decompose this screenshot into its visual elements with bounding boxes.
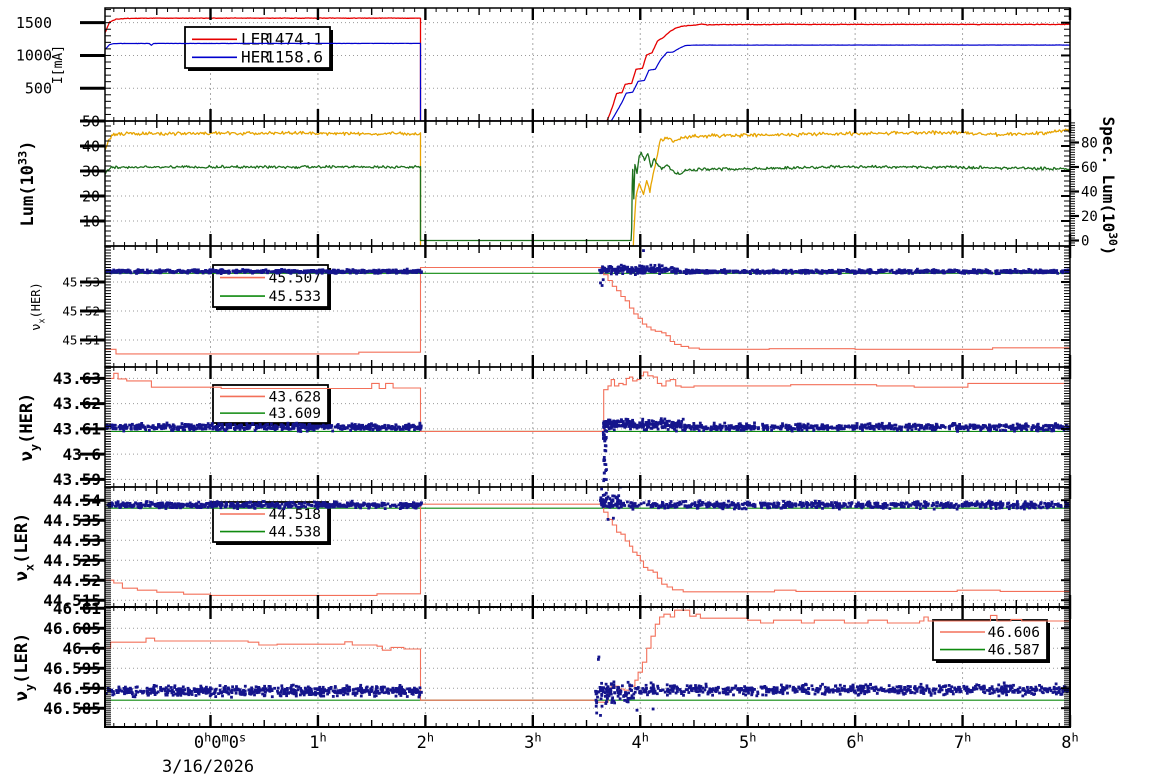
series-nu-y knob — [105, 371, 1070, 432]
ytick-label: 46.605 — [43, 619, 101, 638]
legend-series-label: HER — [241, 47, 270, 66]
ytick-label: 43.6 — [62, 445, 101, 464]
ytick-label: 50 — [82, 112, 100, 130]
right-ytick-label: 60 — [1081, 160, 1098, 176]
panel-luminosity: 50 40 30 20 10 Lum(1033) 80 60 40 20 0 Spec. Lum(10… — [16, 112, 1120, 255]
panel-frame — [104, 120, 1071, 247]
series-specific luminosity — [105, 151, 1070, 242]
ytick-label: 46.585 — [43, 699, 101, 718]
ytick-label: 44.54 — [53, 491, 101, 510]
panel-nu-x-LER: 44.518 44.538 44.5444.53544.5344.52544.524… — [12, 486, 1072, 610]
legend-value: 44.538 — [269, 525, 321, 541]
ytick-label: 43.59 — [53, 470, 101, 489]
date-label: 3/16/2026 — [162, 757, 254, 777]
ytick-label: 46.6 — [62, 639, 101, 658]
panel-nu-y-LER: 46.60646.58746.6146.60546.646.59546.5946… — [12, 599, 1072, 728]
ytick-label: 46.595 — [43, 659, 101, 678]
series-nu-x knob — [105, 266, 1070, 355]
ytick-label: 43.62 — [53, 394, 101, 413]
ytick-label: 1500 — [16, 14, 52, 32]
xtick-label: 0h0m0s — [194, 731, 246, 754]
axis-title-nu-x-LER: νx(LER) — [12, 513, 37, 582]
series-nu-y measured — [105, 417, 1070, 483]
xtick-label: 2h — [417, 731, 434, 754]
xtick-label: 3h — [524, 731, 541, 754]
ytick-label: 45.51 — [62, 332, 100, 347]
ytick-label: 45.53 — [62, 274, 100, 289]
ytick-label: 44.525 — [43, 551, 101, 570]
legend-nu-y-LER: 46.606 46.587 — [932, 619, 1050, 663]
legend-value: 1158.6 — [265, 47, 323, 66]
xtick-label: 1h — [309, 731, 326, 754]
legend-value: 43.609 — [269, 406, 321, 422]
series-nu-x knob — [105, 503, 1070, 596]
ytick-label: 20 — [82, 187, 100, 205]
xtick-label: 6h — [846, 731, 863, 754]
ytick-label: 10 — [82, 212, 100, 230]
legend-value: 44.518 — [269, 507, 321, 523]
axis-title-nu-y-LER: νy(LER) — [12, 633, 37, 702]
xtick-label: 8h — [1061, 731, 1078, 754]
axis-title-nu-y-HER: νy(HER) — [17, 393, 42, 462]
series-nu-x measured — [105, 249, 1070, 287]
ytick-label: 45.52 — [62, 303, 100, 318]
ytick-label: 1000 — [16, 47, 52, 65]
series-luminosity — [105, 128, 1070, 246]
axis-title-spec-lum: Spec. Lum(1030) — [1099, 117, 1119, 256]
panel-nu-x-HER: 45.507 45.533 45.53 45.52 45.51 νx(HER) — [29, 245, 1072, 368]
series-LER current — [105, 17, 1070, 121]
ytick-label: 40 — [82, 137, 100, 155]
ytick-label: 44.515 — [43, 591, 101, 610]
series-nu-y measured — [105, 655, 1070, 717]
ytick-label: 43.61 — [53, 419, 101, 438]
ytick-label: 43.63 — [53, 369, 101, 388]
axis-title-nu-x-HER: νx(HER) — [29, 282, 47, 330]
ytick-label: 46.61 — [53, 599, 101, 618]
xtick-label: 4h — [632, 731, 649, 754]
legend-value: 45.507 — [269, 271, 321, 287]
ytick-label: 30 — [82, 162, 100, 180]
ytick-label: 44.52 — [53, 571, 101, 590]
right-ytick-label: 40 — [1081, 184, 1098, 200]
series-nu-y knob — [105, 609, 1070, 703]
ytick-label: 44.535 — [43, 511, 101, 530]
ytick-label: 46.59 — [53, 679, 101, 698]
right-ytick-label: 0 — [1081, 233, 1089, 249]
panel-frame — [104, 606, 1071, 728]
legend-value: 43.628 — [269, 389, 321, 405]
series-HER current — [105, 42, 1070, 121]
legend-value: 1474.1 — [265, 29, 323, 48]
ytick-label: 500 — [25, 79, 52, 97]
axis-title-luminosity: Lum(1033) — [16, 141, 39, 227]
legend-value: 46.587 — [988, 643, 1040, 659]
legend-value: 45.533 — [269, 289, 321, 305]
xtick-label: 5h — [739, 731, 756, 754]
ytick-label: 44.53 — [53, 531, 101, 550]
right-ytick-label: 80 — [1081, 135, 1098, 151]
axis-title-beam-current: I[mA] — [51, 45, 66, 84]
legend-value: 46.606 — [988, 625, 1040, 641]
right-ytick-label: 20 — [1081, 209, 1098, 225]
series-nu-x measured — [106, 487, 1070, 521]
xtick-label: 7h — [954, 731, 971, 754]
